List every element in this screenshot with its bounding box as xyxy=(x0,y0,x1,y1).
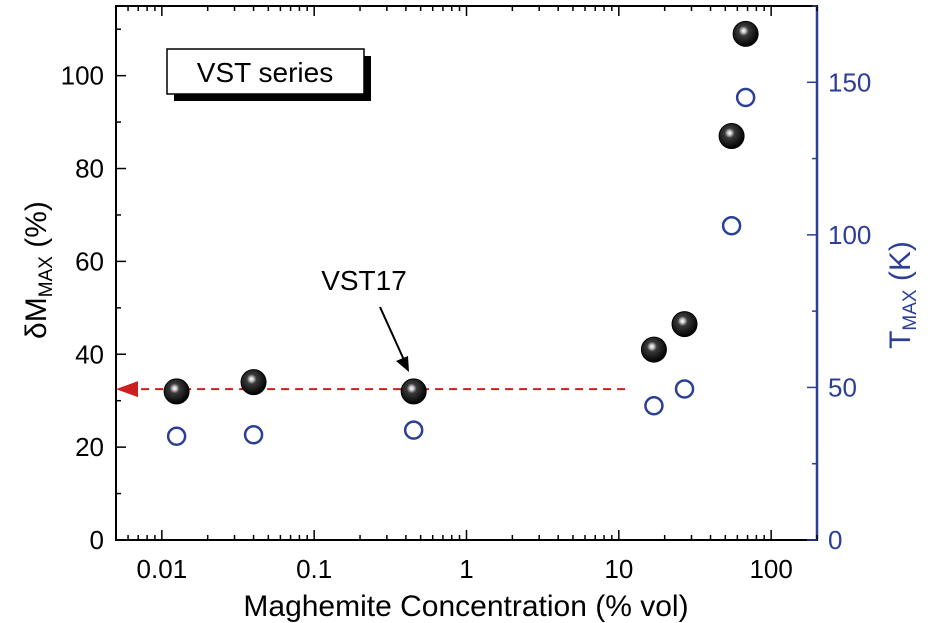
legend-text: VST series xyxy=(197,57,333,88)
y2-axis-title: TMAX (K) xyxy=(884,241,921,349)
y-tick-label: 100 xyxy=(61,61,104,91)
open-circle-point xyxy=(721,215,742,236)
filled-sphere-point xyxy=(671,311,698,338)
y2-tick-label: 50 xyxy=(828,372,857,402)
filled-sphere-point xyxy=(163,378,190,405)
y-axis-title-main: δM xyxy=(20,297,53,339)
annotation-arrow-head xyxy=(396,356,409,372)
y-tick-label: 0 xyxy=(90,525,104,555)
filled-sphere-point xyxy=(718,123,745,150)
y2-axis-title-unit: (K) xyxy=(884,241,917,289)
y2-axis-title-main: T xyxy=(884,331,917,349)
x-tick-labels: 0.01 0.1 1 10 100 xyxy=(137,554,793,584)
y2-tick-label: 0 xyxy=(828,525,842,555)
y-axis-ticks xyxy=(116,28,126,541)
filled-sphere-point xyxy=(640,336,667,363)
filled-sphere-point xyxy=(732,20,759,47)
open-circle-point xyxy=(735,87,756,108)
annotation-label: VST17 xyxy=(321,265,407,296)
open-circle-point xyxy=(644,395,664,416)
y-tick-label: 40 xyxy=(75,339,104,369)
open-circle-point xyxy=(403,420,424,440)
reference-arrow xyxy=(116,381,626,398)
open-circle-point xyxy=(166,426,187,447)
x-tick-label: 100 xyxy=(749,554,792,584)
x-axis-ticks xyxy=(115,6,818,540)
open-circle-point xyxy=(243,424,264,445)
y-tick-label: 80 xyxy=(75,154,104,184)
annotation-vst17: VST17 xyxy=(321,265,409,372)
x-tick-label: 1 xyxy=(459,554,473,584)
y-tick-labels: 0 20 40 60 80 100 xyxy=(61,61,104,555)
series-t-max xyxy=(166,87,756,447)
y-tick-label: 60 xyxy=(75,246,104,276)
series-delta-m-max xyxy=(163,20,759,405)
y-axis-title: δMMAX (%) xyxy=(20,201,57,339)
x-tick-label: 10 xyxy=(604,554,633,584)
y2-tick-label: 150 xyxy=(828,67,871,97)
filled-sphere-point xyxy=(240,369,267,396)
y-axis-title-unit: (%) xyxy=(20,201,53,256)
x-tick-label: 0.1 xyxy=(296,554,332,584)
legend-box-frame xyxy=(166,48,365,95)
annotation-arrow-line xyxy=(379,306,405,361)
y2-axis-ticks xyxy=(807,5,817,541)
y2-tick-label: 100 xyxy=(828,220,871,250)
x-tick-label: 0.01 xyxy=(137,554,188,584)
x-axis-title: Maghemite Concentration (% vol) xyxy=(243,590,688,623)
filled-sphere-point xyxy=(400,378,427,405)
open-circle-point xyxy=(674,379,695,399)
y-tick-label: 20 xyxy=(75,432,104,462)
reference-arrow-head xyxy=(116,381,138,398)
y-axis-title-sub: MAX xyxy=(36,256,57,298)
y2-tick-labels: 0 50 100 150 xyxy=(828,67,871,555)
y2-axis-title-sub: MAX xyxy=(900,289,921,331)
legend-box: VST series xyxy=(166,48,371,101)
